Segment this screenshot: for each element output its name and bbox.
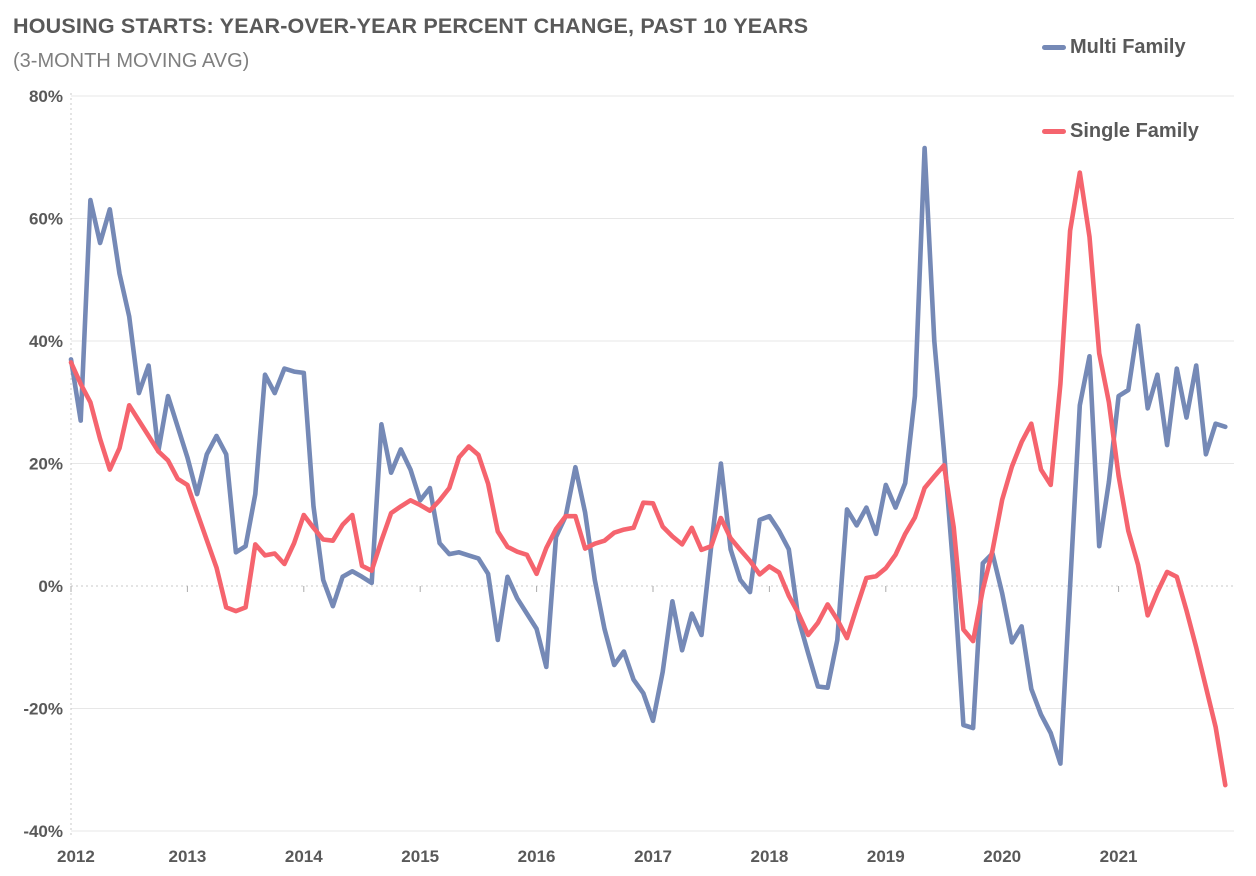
x-tick-label: 2015	[401, 847, 439, 866]
x-tick-label: 2021	[1100, 847, 1138, 866]
legend-item-single-family: Single Family	[1042, 120, 1199, 143]
y-tick-label: 40%	[29, 332, 63, 351]
legend-label-single-family: Single Family	[1070, 120, 1199, 142]
x-tick-label: 2013	[168, 847, 206, 866]
x-tick-label: 2018	[750, 847, 788, 866]
y-tick-label: 60%	[29, 210, 63, 229]
x-tick-label: 2020	[983, 847, 1021, 866]
y-tick-label: -20%	[23, 700, 63, 719]
chart-title: HOUSING STARTS: YEAR-OVER-YEAR PERCENT C…	[13, 14, 809, 38]
legend-item-multi-family: Multi Family	[1042, 36, 1186, 59]
x-tick-label: 2014	[285, 847, 323, 866]
y-tick-label: 20%	[29, 455, 63, 474]
multi-family-line-marker-icon	[1042, 45, 1066, 50]
x-tick-label: 2016	[518, 847, 556, 866]
single-family-line-marker-icon	[1042, 129, 1066, 134]
y-tick-label: 80%	[29, 87, 63, 106]
x-tick-label: 2017	[634, 847, 672, 866]
x-tick-label: 2019	[867, 847, 905, 866]
y-tick-label: 0%	[38, 577, 63, 596]
multi-family-line	[68, 145, 1228, 766]
x-tick-label: 2012	[57, 847, 95, 866]
y-tick-label: -40%	[23, 822, 63, 841]
single-family-line	[68, 170, 1228, 788]
chart-subtitle: (3-MONTH MOVING AVG)	[13, 50, 250, 72]
legend-label-multi-family: Multi Family	[1070, 36, 1186, 58]
